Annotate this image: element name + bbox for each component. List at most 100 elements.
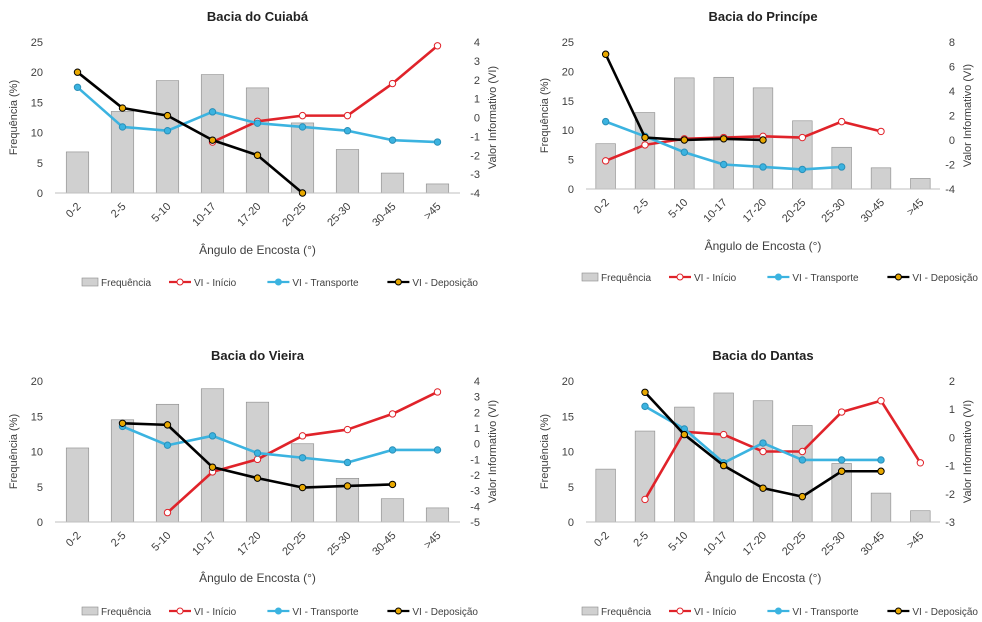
legend-marker-inicio xyxy=(676,273,684,281)
x-tick-label: 10-17 xyxy=(190,201,218,229)
point-inicio xyxy=(877,397,885,405)
point-transporte xyxy=(837,163,846,171)
chart-title: Bacia do Cuiabá xyxy=(207,9,309,24)
legend-marker-transporte xyxy=(274,607,282,615)
legend-label: VI - Transporte xyxy=(292,278,359,289)
x-tick-label: 20-25 xyxy=(780,197,808,225)
point-transporte xyxy=(253,119,262,127)
x-axis-label: Ângulo de Encosta (°) xyxy=(705,570,822,585)
point-inicio xyxy=(877,127,885,136)
point-inicio xyxy=(433,42,442,50)
point-inicio xyxy=(837,117,846,126)
bar-frequencia xyxy=(792,120,813,190)
bar-frequencia xyxy=(380,498,405,523)
y-tick-label: 25 xyxy=(562,37,574,49)
point-transporte xyxy=(719,160,728,169)
bar-frequencia xyxy=(792,425,813,523)
legend-label: Frequência xyxy=(101,278,151,289)
y-tick-label: 5 xyxy=(568,482,574,494)
y-tick-label: 5 xyxy=(37,482,43,494)
y2-tick-label: 3 xyxy=(474,392,480,404)
series-line-deposicao xyxy=(76,71,304,194)
y2-tick-label: 8 xyxy=(949,37,955,49)
point-deposicao xyxy=(641,388,649,396)
legend: Frequência VI - Início VI - Transporte VI -… xyxy=(581,606,978,618)
y-axis-label: Frequência (%) xyxy=(8,80,20,155)
point-deposicao xyxy=(798,492,807,501)
x-axis-label: Ângulo de Encosta (°) xyxy=(199,570,316,585)
bar-frequencia xyxy=(110,419,135,523)
point-inicio xyxy=(641,141,649,149)
bar-frequencia xyxy=(713,76,734,190)
y2-tick-label: -2 xyxy=(945,160,955,172)
point-transporte xyxy=(641,402,649,411)
bar-frequencia xyxy=(870,167,892,190)
legend-marker-inicio xyxy=(176,278,184,286)
y2-tick-label: 2 xyxy=(949,111,955,123)
x-tick-label: 2-5 xyxy=(109,201,129,221)
point-inicio xyxy=(343,111,352,120)
y2-axis-label: Valor Informativo (VI) xyxy=(487,66,499,169)
point-transporte xyxy=(208,108,217,116)
x-tick-label: 0-2 xyxy=(64,201,84,221)
legend-marker-transporte xyxy=(274,278,282,286)
point-transporte xyxy=(433,446,442,454)
x-axis-label: Ângulo de Encosta (°) xyxy=(199,242,316,257)
legend-label: VI - Deposição xyxy=(412,607,478,618)
x-tick-label: 5-10 xyxy=(666,530,690,554)
y2-tick-label: 4 xyxy=(949,86,955,98)
bar-frequencia xyxy=(425,183,450,194)
x-tick-label: 20-25 xyxy=(780,530,808,558)
bar-frequencia xyxy=(65,151,90,194)
x-tick-label: 0-2 xyxy=(592,197,612,217)
x-tick-label: 20-25 xyxy=(280,201,308,229)
point-transporte xyxy=(118,123,127,131)
point-deposicao xyxy=(163,111,172,120)
legend-label: VI - Início xyxy=(194,278,237,289)
y2-tick-label: 2 xyxy=(474,75,480,87)
point-inicio xyxy=(298,111,307,120)
point-deposicao xyxy=(388,480,397,489)
legend-label: Frequência xyxy=(601,607,651,618)
y-tick-label: 0 xyxy=(568,517,574,529)
point-deposicao xyxy=(163,421,172,429)
point-deposicao xyxy=(837,467,846,475)
chart-panel-4: Bacia do Dantas 0 5 10 15 20 -3 -2 -1 0 1 2 Frequênc… xyxy=(539,348,978,618)
y-tick-label: 20 xyxy=(562,66,574,78)
y2-tick-label: 2 xyxy=(949,376,955,388)
y2-tick-label: 0 xyxy=(949,135,955,147)
point-transporte xyxy=(433,138,442,146)
legend-marker-transporte xyxy=(774,273,782,281)
point-deposicao xyxy=(298,483,307,492)
legend-marker-deposicao xyxy=(394,607,402,615)
legend-label: Frequência xyxy=(601,273,651,284)
point-transporte xyxy=(388,136,397,144)
legend: Frequência VI - Início VI - Transporte VI -… xyxy=(581,272,978,284)
legend-label: VI - Deposição xyxy=(912,273,978,284)
bar-frequencia xyxy=(290,122,315,194)
point-deposicao xyxy=(719,135,728,143)
y-tick-label: 20 xyxy=(31,376,43,388)
point-transporte xyxy=(798,456,807,464)
point-inicio xyxy=(641,495,649,504)
bar-frequencia xyxy=(595,143,616,190)
y2-tick-label: 0 xyxy=(474,439,480,451)
point-transporte xyxy=(208,432,217,440)
y2-tick-label: -2 xyxy=(470,470,480,482)
legend-label: VI - Transporte xyxy=(792,607,859,618)
point-deposicao xyxy=(253,474,262,482)
x-tick-label: 25-30 xyxy=(325,201,353,229)
x-tick-label: 5-10 xyxy=(666,197,690,221)
y-tick-label: 10 xyxy=(562,447,574,459)
point-inicio xyxy=(388,79,397,88)
x-tick-label: 17-20 xyxy=(741,530,769,558)
bar-frequencia xyxy=(910,178,931,190)
y2-tick-label: -4 xyxy=(470,188,480,200)
point-transporte xyxy=(73,83,82,92)
series-line-inicio xyxy=(605,120,882,163)
bar-frequencia xyxy=(634,430,656,523)
point-inicio xyxy=(719,430,728,439)
y-axis-label: Frequência (%) xyxy=(539,414,551,489)
x-tick-label: 20-25 xyxy=(280,530,308,558)
